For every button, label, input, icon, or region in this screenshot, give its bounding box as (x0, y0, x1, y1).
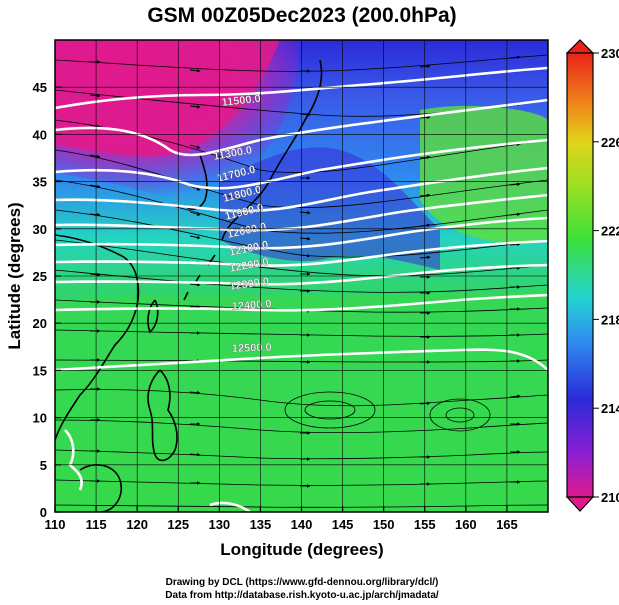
philippines-coast (147, 369, 178, 462)
y-tick-label: 10 (33, 411, 47, 426)
y-tick-label: 25 (33, 269, 47, 284)
trough-band (220, 147, 440, 270)
contour-label: 11500.0 (221, 93, 261, 109)
contour-label: 12500.0 (232, 342, 272, 355)
credit-line-1: Drawing by DCL (https://www.gfd-dennou.o… (166, 577, 439, 588)
contour-label: 12300.0 (229, 276, 270, 293)
colorbar: 230 226 222 218 214 210 (565, 39, 619, 512)
grid-lines (55, 40, 548, 512)
x-tick-label: 145 (332, 517, 354, 532)
colorbar-tick-label: 214 (601, 401, 619, 416)
x-tick-label: 130 (208, 517, 230, 532)
y-tick-label: 5 (40, 458, 47, 473)
y-tick-label: 30 (33, 222, 47, 237)
y-axis-label: Latitude (degrees) (5, 202, 24, 349)
x-tick-label: 155 (414, 517, 436, 532)
map-title: GSM 00Z05Dec2023 (200.0hPa) (147, 4, 456, 27)
x-tick-label: 110 (45, 517, 66, 532)
y-tick-label: 40 (33, 127, 47, 142)
korea-coast (184, 154, 208, 210)
x-tick-label: 160 (455, 517, 477, 532)
colorbar-ticks: 230 226 222 218 214 210 (593, 46, 619, 505)
colorbar-top-triangle (565, 39, 595, 54)
colorbar-scale (566, 52, 594, 498)
cold-pool-core (55, 40, 280, 157)
x-tick-label: 125 (167, 517, 189, 532)
y-tick-label: 20 (33, 316, 47, 331)
x-tick-label: 135 (250, 517, 272, 532)
colorbar-bottom-triangle (565, 496, 595, 512)
contour-label: 12400.0 (231, 298, 272, 313)
x-tick-label: 115 (86, 517, 107, 532)
colorbar-tick-label: 230 (601, 46, 619, 61)
y-axis-ticks: 0 5 10 15 20 25 30 35 40 45 (33, 80, 61, 520)
colorbar-tick-label: 210 (601, 490, 619, 505)
x-axis-ticks: 110 115 120 125 130 135 140 145 150 155 160 165 (45, 506, 518, 532)
x-tick-label: 140 (291, 517, 313, 532)
x-tick-label: 120 (126, 517, 148, 532)
y-tick-label: 45 (33, 80, 47, 95)
map-plot-area: 11500.0 11300.0 11700.0 11800.0 11900.0 … (55, 40, 548, 512)
credit-line-2: Data from http://database.rish.kyoto-u.a… (165, 590, 439, 601)
y-tick-label: 35 (33, 175, 47, 190)
colorbar-tick-label: 218 (601, 312, 619, 327)
x-tick-label: 150 (373, 517, 395, 532)
colorbar-tick-label: 226 (601, 135, 619, 150)
colorbar-tick-label: 222 (601, 224, 619, 239)
y-tick-label: 15 (33, 363, 47, 378)
y-tick-label: 0 (40, 505, 47, 520)
height-contours (55, 66, 548, 512)
x-tick-label: 165 (496, 517, 518, 532)
x-axis-label: Longitude (degrees) (220, 540, 383, 559)
